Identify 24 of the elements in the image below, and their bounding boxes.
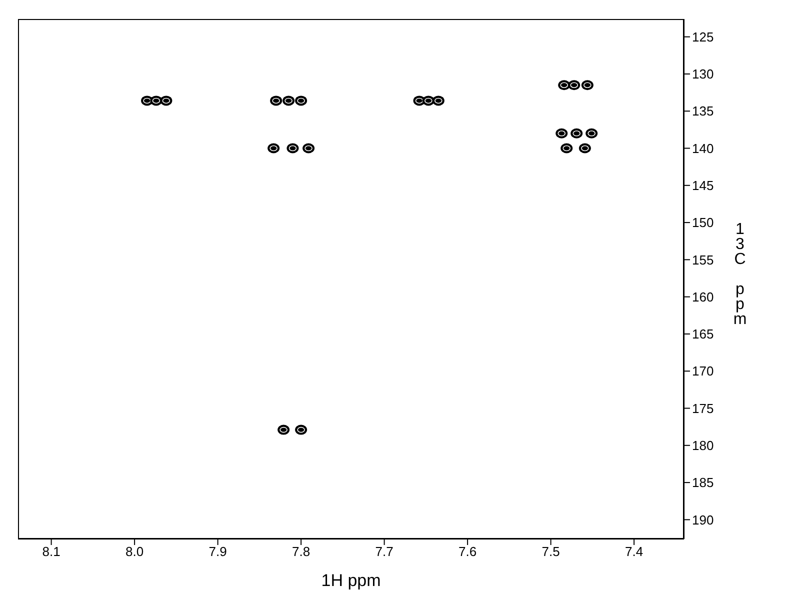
x-tick-label: 8.1	[42, 544, 60, 560]
y-tick-label: 165	[692, 326, 714, 342]
y-tick-label: 135	[692, 104, 714, 119]
x-tick-label: 7.7	[375, 544, 394, 560]
x-tick-label: 7.6	[458, 544, 477, 560]
y-tick-label: 130	[692, 66, 714, 82]
y-tick-label: 145	[692, 178, 714, 194]
y-tick-label: 170	[692, 364, 714, 379]
x-tick-label: 7.9	[208, 544, 227, 560]
y-tick-label: 155	[692, 252, 714, 268]
x-tick-label: 8.0	[126, 544, 144, 560]
y-tick-label: 185	[692, 475, 714, 490]
y-tick-label: 190	[692, 512, 714, 528]
y-tick-label: 150	[692, 215, 714, 230]
x-axis-title: 1H ppm	[321, 571, 381, 590]
y-tick-label: 180	[692, 438, 714, 454]
y-tick-label: 160	[692, 289, 714, 304]
x-tick-label: 7.8	[292, 544, 310, 560]
y-tick-label: 175	[692, 400, 714, 416]
y-tick-label: 125	[692, 29, 714, 44]
x-tick-label: 7.5	[542, 544, 560, 560]
y-tick-label: 140	[692, 140, 714, 156]
y-axis-title: 13C ppm	[733, 221, 747, 328]
x-tick-label: 7.4	[625, 544, 644, 560]
